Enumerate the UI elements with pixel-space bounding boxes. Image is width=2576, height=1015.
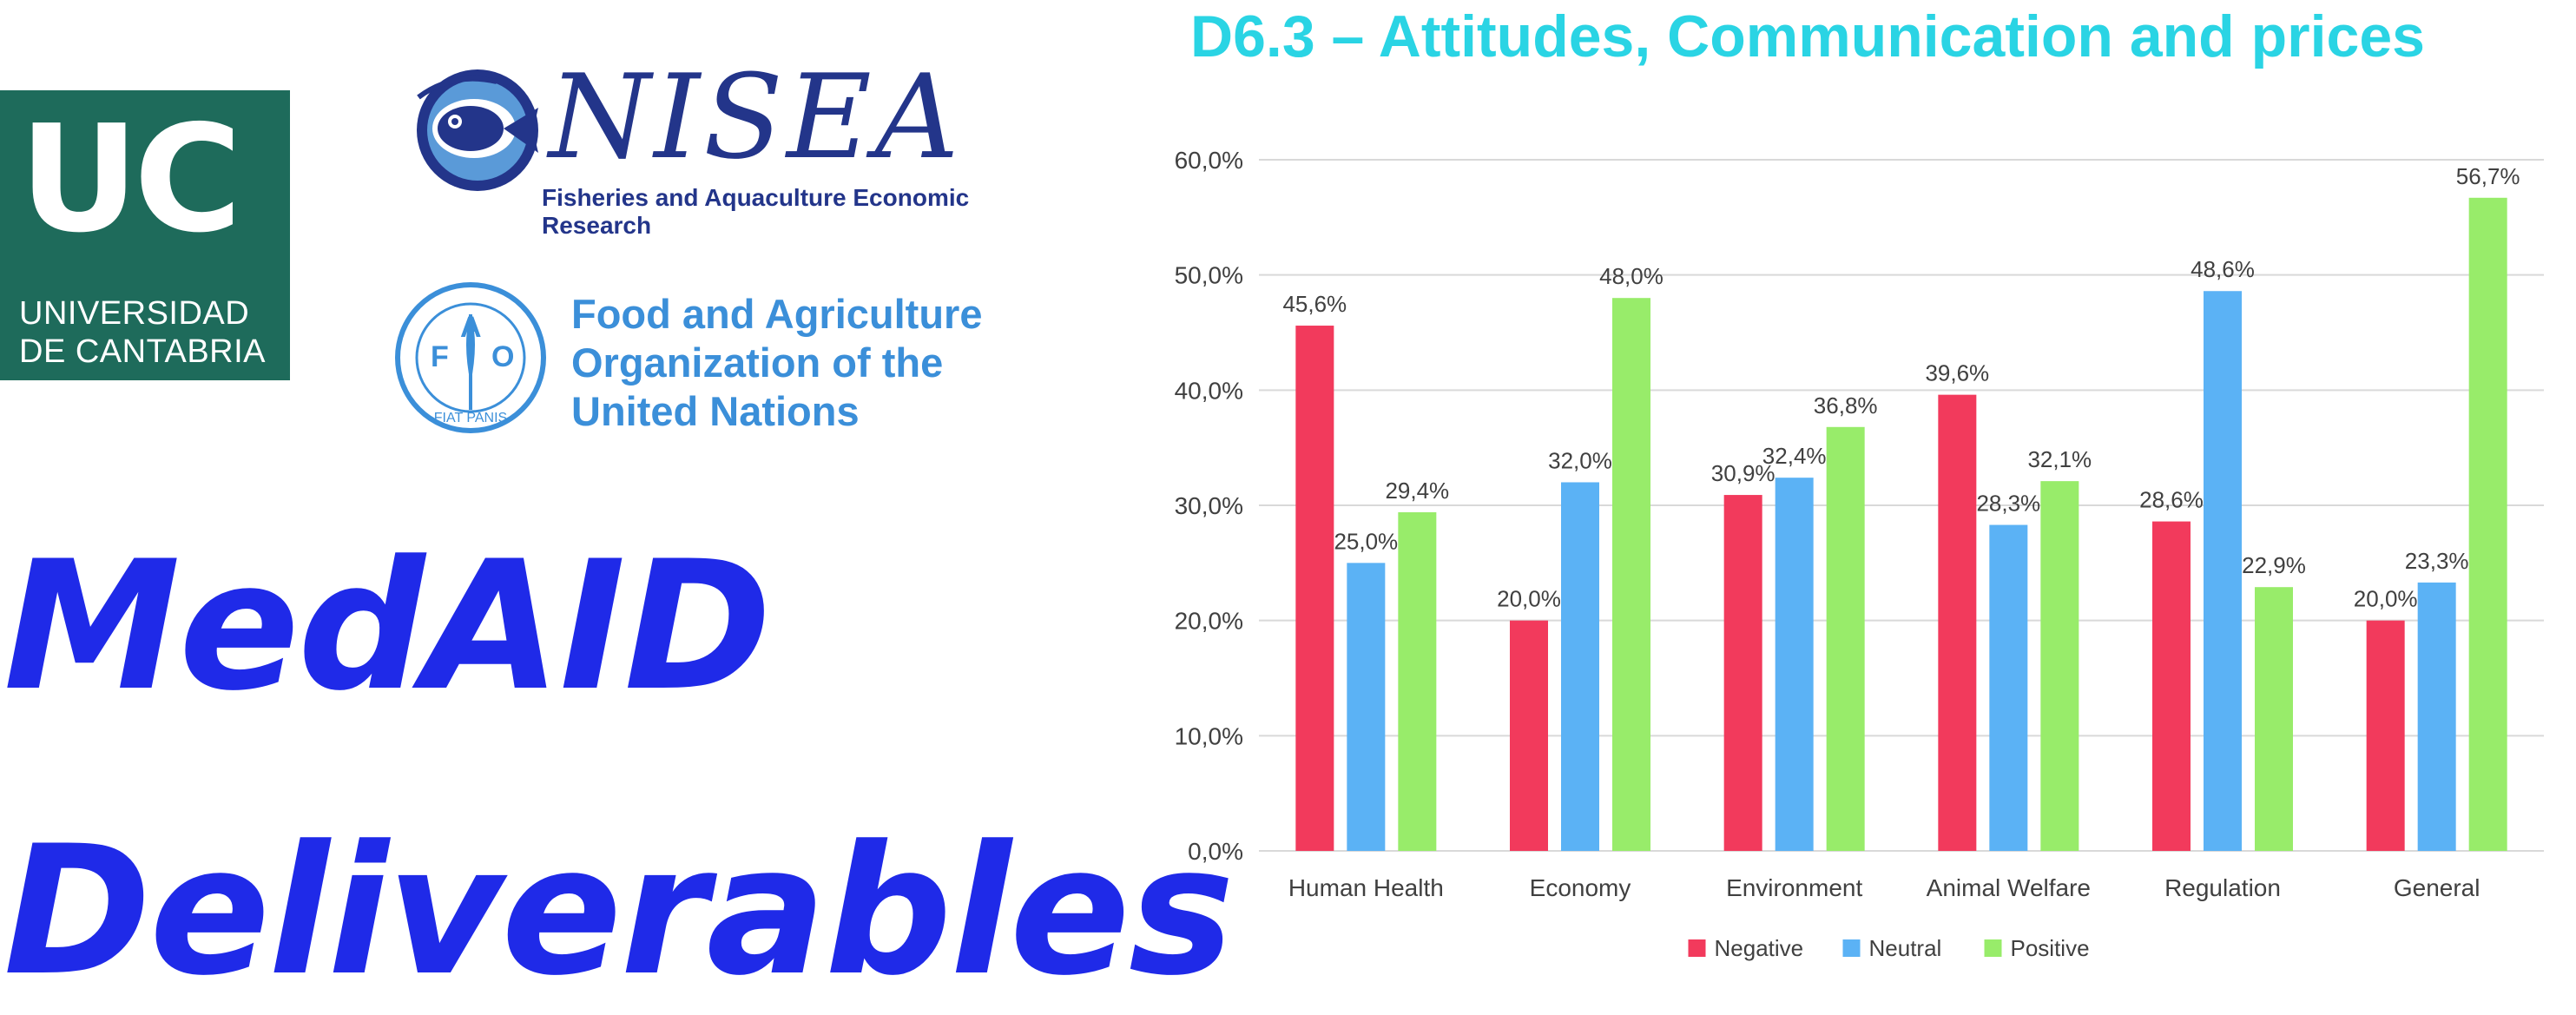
x-category-label: Animal Welfare bbox=[1927, 874, 2091, 901]
nisea-logo-subtitle: Fisheries and Aquaculture Economic Resea… bbox=[542, 184, 970, 239]
x-category-label: Environment bbox=[1726, 874, 1862, 901]
bar-neutral bbox=[1561, 482, 1599, 851]
fao-emblem: F A O FIAT PANIS bbox=[395, 282, 546, 433]
nisea-fish-icon bbox=[417, 69, 538, 191]
y-tick-label: 10,0% bbox=[1175, 722, 1243, 749]
y-tick-label: 40,0% bbox=[1175, 377, 1243, 404]
chart-title: D6.3 – Attitudes, Communication and pric… bbox=[1190, 3, 2425, 69]
data-label: 28,3% bbox=[1976, 491, 2040, 517]
bar-positive bbox=[2255, 587, 2293, 851]
bar-neutral bbox=[1347, 563, 1386, 851]
bar-negative bbox=[2152, 521, 2191, 851]
y-tick-label: 0,0% bbox=[1188, 838, 1243, 865]
y-tick-label: 60,0% bbox=[1175, 147, 1243, 174]
bar-neutral bbox=[1775, 478, 1814, 851]
data-label: 23,3% bbox=[2405, 548, 2469, 574]
bar-negative bbox=[2366, 620, 2405, 851]
data-label: 20,0% bbox=[2354, 586, 2418, 612]
data-label: 56,7% bbox=[2456, 163, 2520, 189]
x-category-label: Economy bbox=[1530, 874, 1631, 901]
fao-emblem-f: F bbox=[431, 340, 449, 373]
bar-negative bbox=[1295, 326, 1334, 851]
uc-logo-name-line2: DE CANTABRIA bbox=[19, 333, 267, 370]
y-tick-label: 30,0% bbox=[1175, 492, 1243, 519]
legend-swatch-neutral bbox=[1842, 939, 1861, 957]
fao-name-line2: Organization of the bbox=[571, 339, 944, 386]
bar-neutral bbox=[2417, 582, 2456, 851]
data-label: 30,9% bbox=[1711, 460, 1776, 486]
data-label: 32,0% bbox=[1548, 447, 1612, 473]
x-category-label: General bbox=[2394, 874, 2480, 901]
fao-name-line3: United Nations bbox=[571, 388, 860, 434]
legend-swatch-negative bbox=[1688, 939, 1706, 957]
data-label: 22,9% bbox=[2242, 552, 2306, 578]
data-label: 48,6% bbox=[2191, 256, 2255, 282]
x-category-label: Human Health bbox=[1288, 874, 1444, 901]
data-label: 32,4% bbox=[1762, 443, 1827, 469]
data-label: 32,1% bbox=[2027, 446, 2092, 472]
bar-neutral bbox=[2204, 291, 2242, 851]
headline-deliverables: Deliverables bbox=[3, 808, 1235, 1015]
nisea-logo: NISEA Fisheries and Aquaculture Economic… bbox=[401, 49, 983, 239]
bar-positive bbox=[2040, 481, 2079, 851]
legend-label-negative: Negative bbox=[1715, 935, 1804, 961]
y-tick-label: 20,0% bbox=[1175, 608, 1243, 635]
bar-positive bbox=[2468, 197, 2507, 851]
data-label: 36,8% bbox=[1814, 392, 1878, 419]
data-label: 29,4% bbox=[1385, 478, 1449, 504]
data-label: 45,6% bbox=[1282, 291, 1347, 317]
legend-label-positive: Positive bbox=[2011, 935, 2090, 961]
bar-chart: 0,0% 10,0% 20,0% 30,0% 40,0% 50,0% 60,0% 45,6% 2… bbox=[1175, 147, 2544, 961]
nisea-logo-word: NISEA bbox=[549, 49, 963, 185]
y-tick-label: 50,0% bbox=[1175, 262, 1243, 289]
bar-neutral bbox=[1989, 524, 2028, 851]
legend-label-neutral: Neutral bbox=[1869, 935, 1942, 961]
data-label: 25,0% bbox=[1334, 528, 1398, 554]
uc-logo: UC UNIVERSIDAD DE CANTABRIA bbox=[0, 90, 290, 380]
bar-negative bbox=[1510, 620, 1548, 851]
bar-negative bbox=[1938, 394, 1977, 851]
data-label: 28,6% bbox=[2139, 487, 2204, 513]
fao-emblem-o: O bbox=[491, 340, 514, 373]
x-category-label: Regulation bbox=[2164, 874, 2281, 901]
fao-name-line1: Food and Agriculture bbox=[571, 291, 983, 337]
bar-positive bbox=[1612, 298, 1650, 851]
data-label: 48,0% bbox=[1599, 263, 1664, 289]
bar-negative bbox=[1723, 495, 1762, 851]
data-label: 39,6% bbox=[1925, 360, 1989, 386]
headline-medaid: MedAID bbox=[3, 524, 772, 730]
bar-positive bbox=[1398, 511, 1437, 851]
data-label: 20,0% bbox=[1497, 586, 1561, 612]
uc-logo-name-line1: UNIVERSIDAD bbox=[19, 295, 250, 332]
legend-swatch-positive bbox=[1984, 939, 2002, 957]
fao-emblem-motto: FIAT PANIS bbox=[434, 411, 507, 425]
fao-emblem-a: A bbox=[460, 311, 482, 344]
bar-positive bbox=[1826, 426, 1865, 851]
uc-logo-letters: UC bbox=[19, 94, 242, 266]
